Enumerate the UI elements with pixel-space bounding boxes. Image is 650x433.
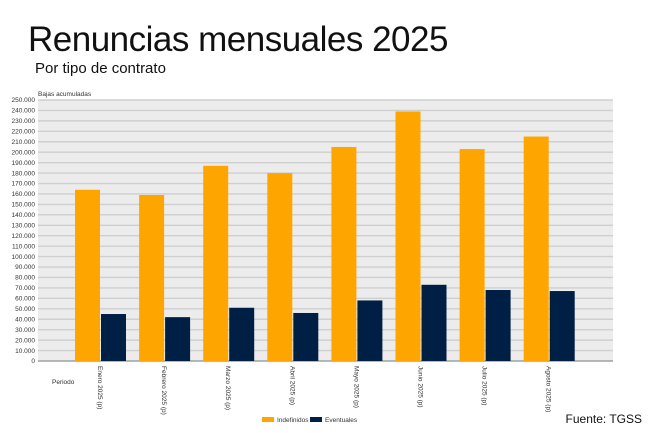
y-tick-label: 80.000 [15,275,35,282]
legend-swatch-indefinidos [262,417,274,422]
y-tick-label: 40.000 [15,316,35,323]
bar-indefinidos [75,189,100,361]
chart-title: Renuncias mensuales 2025 [28,20,448,59]
y-tick-label: 10.000 [15,348,35,355]
x-axis-label: Periodo [52,379,75,386]
y-tick-label: 210.000 [12,139,36,146]
bar-eventuales [549,291,575,361]
bar-eventuales [101,314,126,361]
bar-indefinidos [267,173,293,361]
y-tick-label: 70.000 [15,285,35,292]
bar-indefinidos [331,146,357,361]
y-tick-label: 240.000 [12,108,36,115]
y-tick-label: 100.000 [12,254,36,261]
y-tick-label: 130.000 [12,222,36,229]
x-tick-label: Enero 2025 (p) [96,366,103,409]
x-tick-label: Abril 2025 (p) [288,366,295,405]
y-tick-label: 90.000 [15,264,35,271]
y-tick-label: 230.000 [12,118,36,125]
y-tick-label: 120.000 [12,233,36,240]
bar-eventuales [485,290,511,361]
y-tick-label: 110.000 [12,243,35,250]
y-tick-label: 60.000 [15,296,35,303]
y-tick-label: 190.000 [12,160,36,167]
bar-eventuales [165,317,191,361]
bar-eventuales [229,307,255,361]
x-tick-label: Julio 2025 (p) [481,366,488,405]
bar-indefinidos [395,111,421,361]
bar-eventuales [357,300,383,361]
x-tick-label: Marzo 2025 (p) [224,366,231,410]
bar-indefinidos [459,149,485,361]
y-tick-label: 160.000 [12,191,36,198]
bar-indefinidos [203,165,229,361]
legend-label: Eventuales [325,417,358,424]
chart-subtitle: Por tipo de contrato [35,60,166,77]
y-tick-label: 180.000 [12,170,36,177]
bar-eventuales [421,284,447,361]
y-tick-label: 150.000 [12,202,36,209]
legend-label: Indefinidos [277,417,309,424]
y-tick-label: 0 [31,358,35,365]
x-tick-label: Mayo 2025 (p) [352,366,359,408]
y-tick-label: 220.000 [12,129,36,136]
y-tick-label: 170.000 [12,181,36,188]
source-note: Fuente: TGSS [565,412,642,426]
y-axis-label: Bajas acumuladas [38,91,92,98]
x-tick-label: Febrero 2025 (p) [160,366,167,415]
bar-indefinidos [139,195,165,361]
x-tick-label: Agosto 2025 (p) [545,366,552,412]
y-tick-label: 200.000 [12,149,36,156]
y-tick-label: 30.000 [15,327,35,334]
y-tick-label: 50.000 [15,306,35,313]
bar-indefinidos [523,136,549,361]
y-tick-label: 140.000 [12,212,36,219]
legend-swatch-eventuales [310,417,322,422]
plot-background [38,100,613,361]
y-tick-label: 20.000 [15,337,35,344]
x-tick-label: Junio 2025 (p) [417,366,424,408]
bar-eventuales [293,312,319,361]
y-tick-label: 250.000 [12,97,36,104]
